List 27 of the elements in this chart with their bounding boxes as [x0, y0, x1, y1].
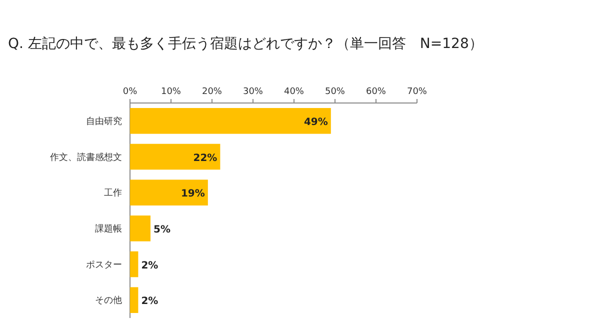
data-label: 22% [193, 152, 218, 164]
chart-title: Q. 左記の中で、最も多く手伝う宿題はどれですか？（単一回答 N=128） [8, 36, 483, 52]
x-tick-label: 30% [242, 87, 264, 97]
bar [130, 144, 220, 170]
x-tick-label: 0% [122, 87, 138, 97]
y-tick-label: ポスター [86, 260, 122, 270]
x-tick-label: 60% [366, 87, 386, 97]
data-label: 19% [180, 188, 205, 200]
x-tick-label: 50% [324, 87, 346, 97]
data-label: 5% [154, 224, 170, 236]
x-tick-label: 20% [202, 87, 222, 97]
y-tick-label: 課題帳 [95, 223, 122, 234]
data-label: 49% [304, 116, 328, 128]
y-tick-label: その他 [95, 295, 122, 306]
bar [130, 216, 150, 242]
data-label: 2% [141, 260, 158, 272]
y-tick-label: 工作 [104, 188, 122, 199]
bar [130, 251, 138, 278]
bar [130, 287, 138, 313]
y-tick-label: 自由研究 [86, 116, 122, 127]
data-label: 2% [141, 296, 158, 308]
x-tick-label: 40% [284, 87, 304, 97]
bar [130, 180, 208, 206]
y-tick-label: 作文、読書感想文 [49, 152, 122, 163]
x-tick-label: 10% [160, 87, 182, 97]
x-tick-label: 70% [406, 87, 428, 97]
bar [130, 108, 331, 134]
